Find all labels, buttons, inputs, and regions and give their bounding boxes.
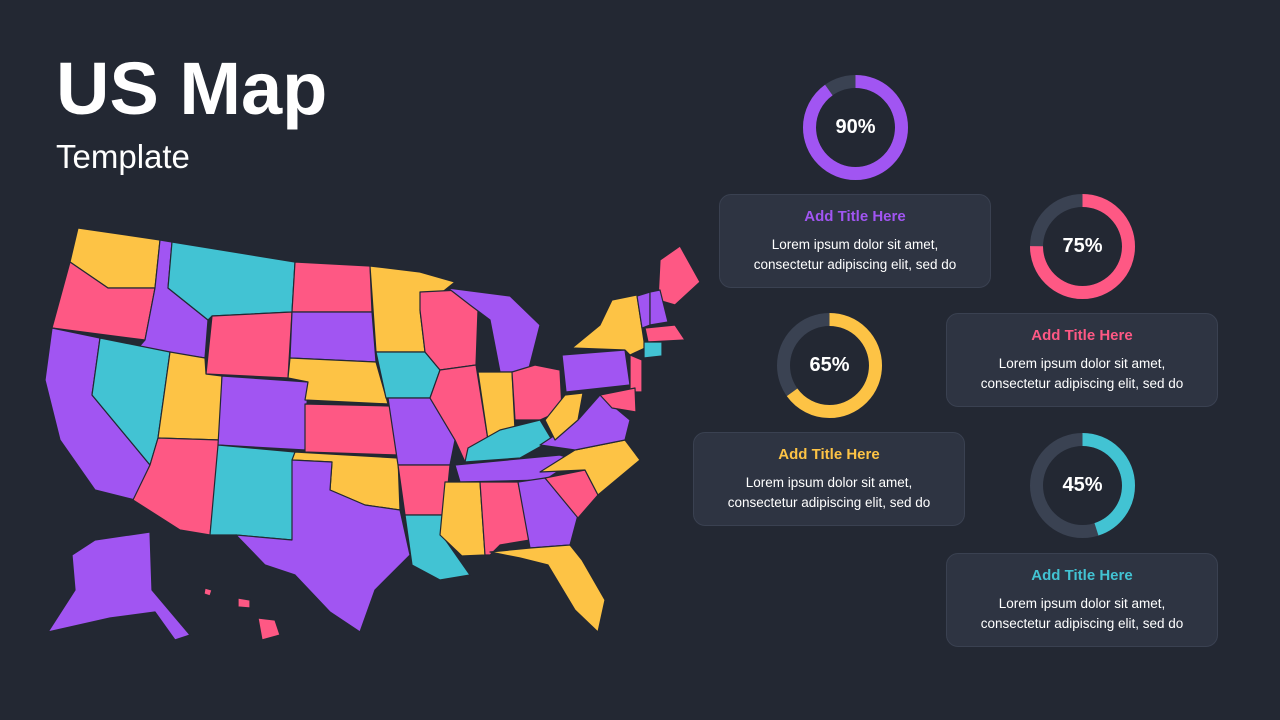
card-text-1: Lorem ipsum dolor sit amet, consectetur … (753, 237, 957, 272)
donut-value-3: 65% (809, 354, 850, 376)
region-MD[interactable] (599, 387, 637, 413)
region-SD[interactable] (289, 311, 377, 363)
card-text-2: Lorem ipsum dolor sit amet, consectetur … (980, 356, 1184, 391)
region-NH[interactable] (649, 289, 669, 326)
region-FL[interactable] (489, 544, 606, 633)
region-NY[interactable] (571, 294, 646, 356)
region-ND[interactable] (291, 261, 373, 313)
donut-stat-4: 45% (1030, 433, 1135, 538)
region-HI-1[interactable] (257, 617, 281, 641)
region-AK[interactable] (47, 531, 191, 641)
donut-value-4: 45% (1062, 474, 1103, 496)
us-map (44, 227, 701, 641)
page-title: US Map (56, 47, 328, 130)
donut-value-1: 90% (835, 116, 876, 138)
region-MO[interactable] (387, 397, 456, 466)
region-WV[interactable] (544, 392, 584, 441)
region-NM[interactable] (209, 444, 296, 541)
card-title-2: Add Title Here (1031, 327, 1133, 344)
page-subtitle: Template (56, 138, 190, 175)
card-title-3: Add Title Here (778, 446, 880, 463)
card-text-4: Lorem ipsum dolor sit amet, consectetur … (980, 596, 1184, 631)
region-PA[interactable] (561, 349, 631, 393)
donut-value-2: 75% (1062, 235, 1103, 257)
info-card-4: Add Title Here Lorem ipsum dolor sit ame… (946, 553, 1218, 647)
card-title-4: Add Title Here (1031, 567, 1133, 584)
region-TX[interactable] (235, 459, 411, 633)
info-card-1: Add Title Here Lorem ipsum dolor sit ame… (719, 194, 991, 288)
region-MS[interactable] (439, 481, 486, 557)
donut-stat-3: 65% (777, 313, 882, 418)
region-MA[interactable] (644, 324, 686, 343)
region-NJ[interactable] (629, 354, 643, 393)
region-WY[interactable] (205, 311, 293, 379)
region-HI-2[interactable] (237, 597, 251, 609)
card-text-3: Lorem ipsum dolor sit amet, consectetur … (727, 475, 931, 510)
region-GA[interactable] (517, 477, 579, 549)
info-card-2: Add Title Here Lorem ipsum dolor sit ame… (946, 313, 1218, 407)
region-KS[interactable] (304, 403, 399, 456)
region-HI-3[interactable] (203, 587, 213, 597)
donut-stat-1: 90% (803, 75, 908, 180)
donut-stat-2: 75% (1030, 194, 1135, 299)
card-title-1: Add Title Here (804, 208, 906, 225)
region-CO[interactable] (217, 375, 309, 451)
region-ME[interactable] (657, 245, 701, 306)
region-CT[interactable] (643, 341, 663, 359)
info-card-3: Add Title Here Lorem ipsum dolor sit ame… (693, 432, 965, 526)
region-NE[interactable] (287, 357, 389, 405)
